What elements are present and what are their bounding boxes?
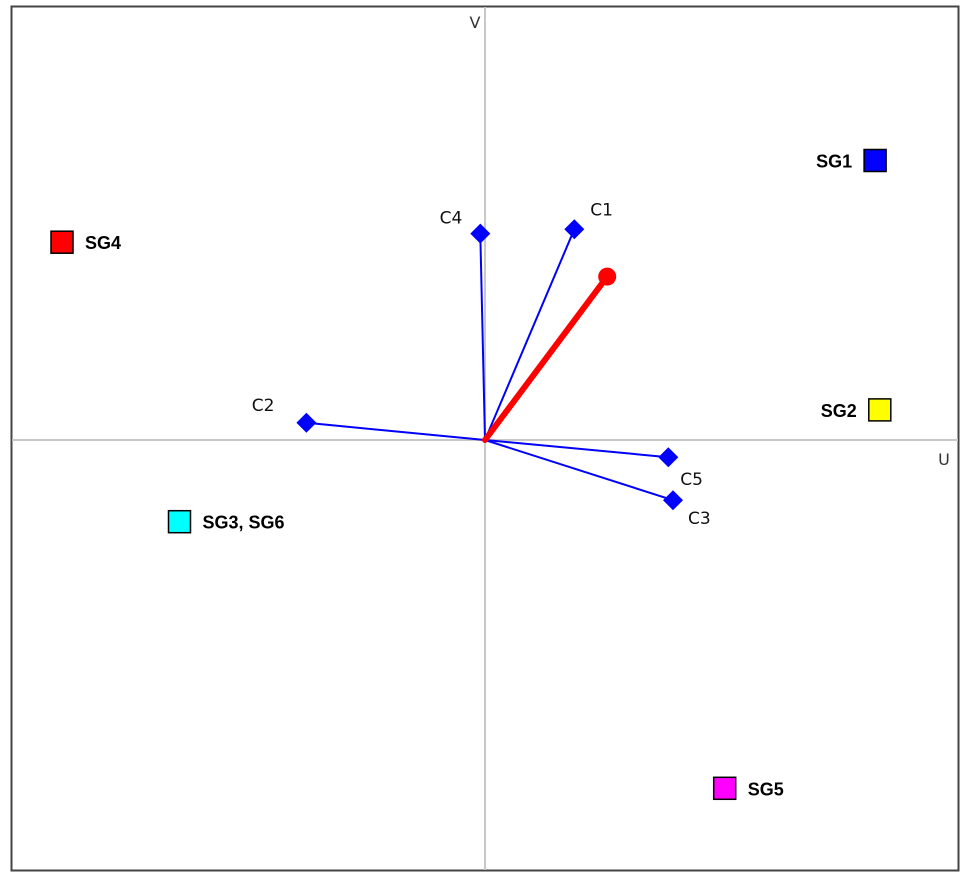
decision-axis-vector <box>482 273 611 443</box>
u-axis-title: U <box>938 450 950 469</box>
criterion-marker-c2 <box>296 412 317 433</box>
criteria-layer: C1 C2 C3 C4 C5 <box>252 200 711 529</box>
alternative-marker-sg3-sg6 <box>167 509 192 534</box>
alternatives-layer: SG1 SG2 SG3, SG6 SG4 SG5 <box>50 148 892 801</box>
criterion-vector-c2 <box>306 421 486 441</box>
decision-axis-head <box>598 267 617 286</box>
alternative-label-sg1: SG1 <box>816 152 852 172</box>
alternative-label-sg4: SG4 <box>85 233 121 253</box>
decision-axis-layer <box>482 267 617 443</box>
plot-frame <box>10 5 960 872</box>
criterion-vector-c5 <box>484 439 669 459</box>
criterion-label-c4: C4 <box>440 209 463 229</box>
criterion-marker-c1 <box>564 219 585 240</box>
alternative-label-sg3-sg6: SG3, SG6 <box>203 513 285 533</box>
alternative-marker-sg2 <box>868 398 892 422</box>
criterion-vector-c3 <box>484 439 674 502</box>
criterion-marker-c4 <box>470 223 491 244</box>
criterion-vector-c4 <box>479 233 486 441</box>
criterion-label-c2: C2 <box>252 396 275 416</box>
criterion-vector-c1 <box>484 228 576 441</box>
criterion-label-c3: C3 <box>688 509 711 529</box>
alternative-marker-sg1 <box>863 148 887 173</box>
alternative-label-sg5: SG5 <box>748 779 784 799</box>
criterion-marker-c5 <box>658 447 679 468</box>
alternative-marker-sg5 <box>712 776 737 801</box>
alternative-label-sg2: SG2 <box>821 401 857 421</box>
criterion-label-c1: C1 <box>590 200 613 220</box>
v-axis-title: V <box>470 13 481 32</box>
alternative-marker-sg4 <box>50 230 74 254</box>
criterion-label-c5: C5 <box>680 470 703 490</box>
criterion-marker-c3 <box>663 490 683 511</box>
